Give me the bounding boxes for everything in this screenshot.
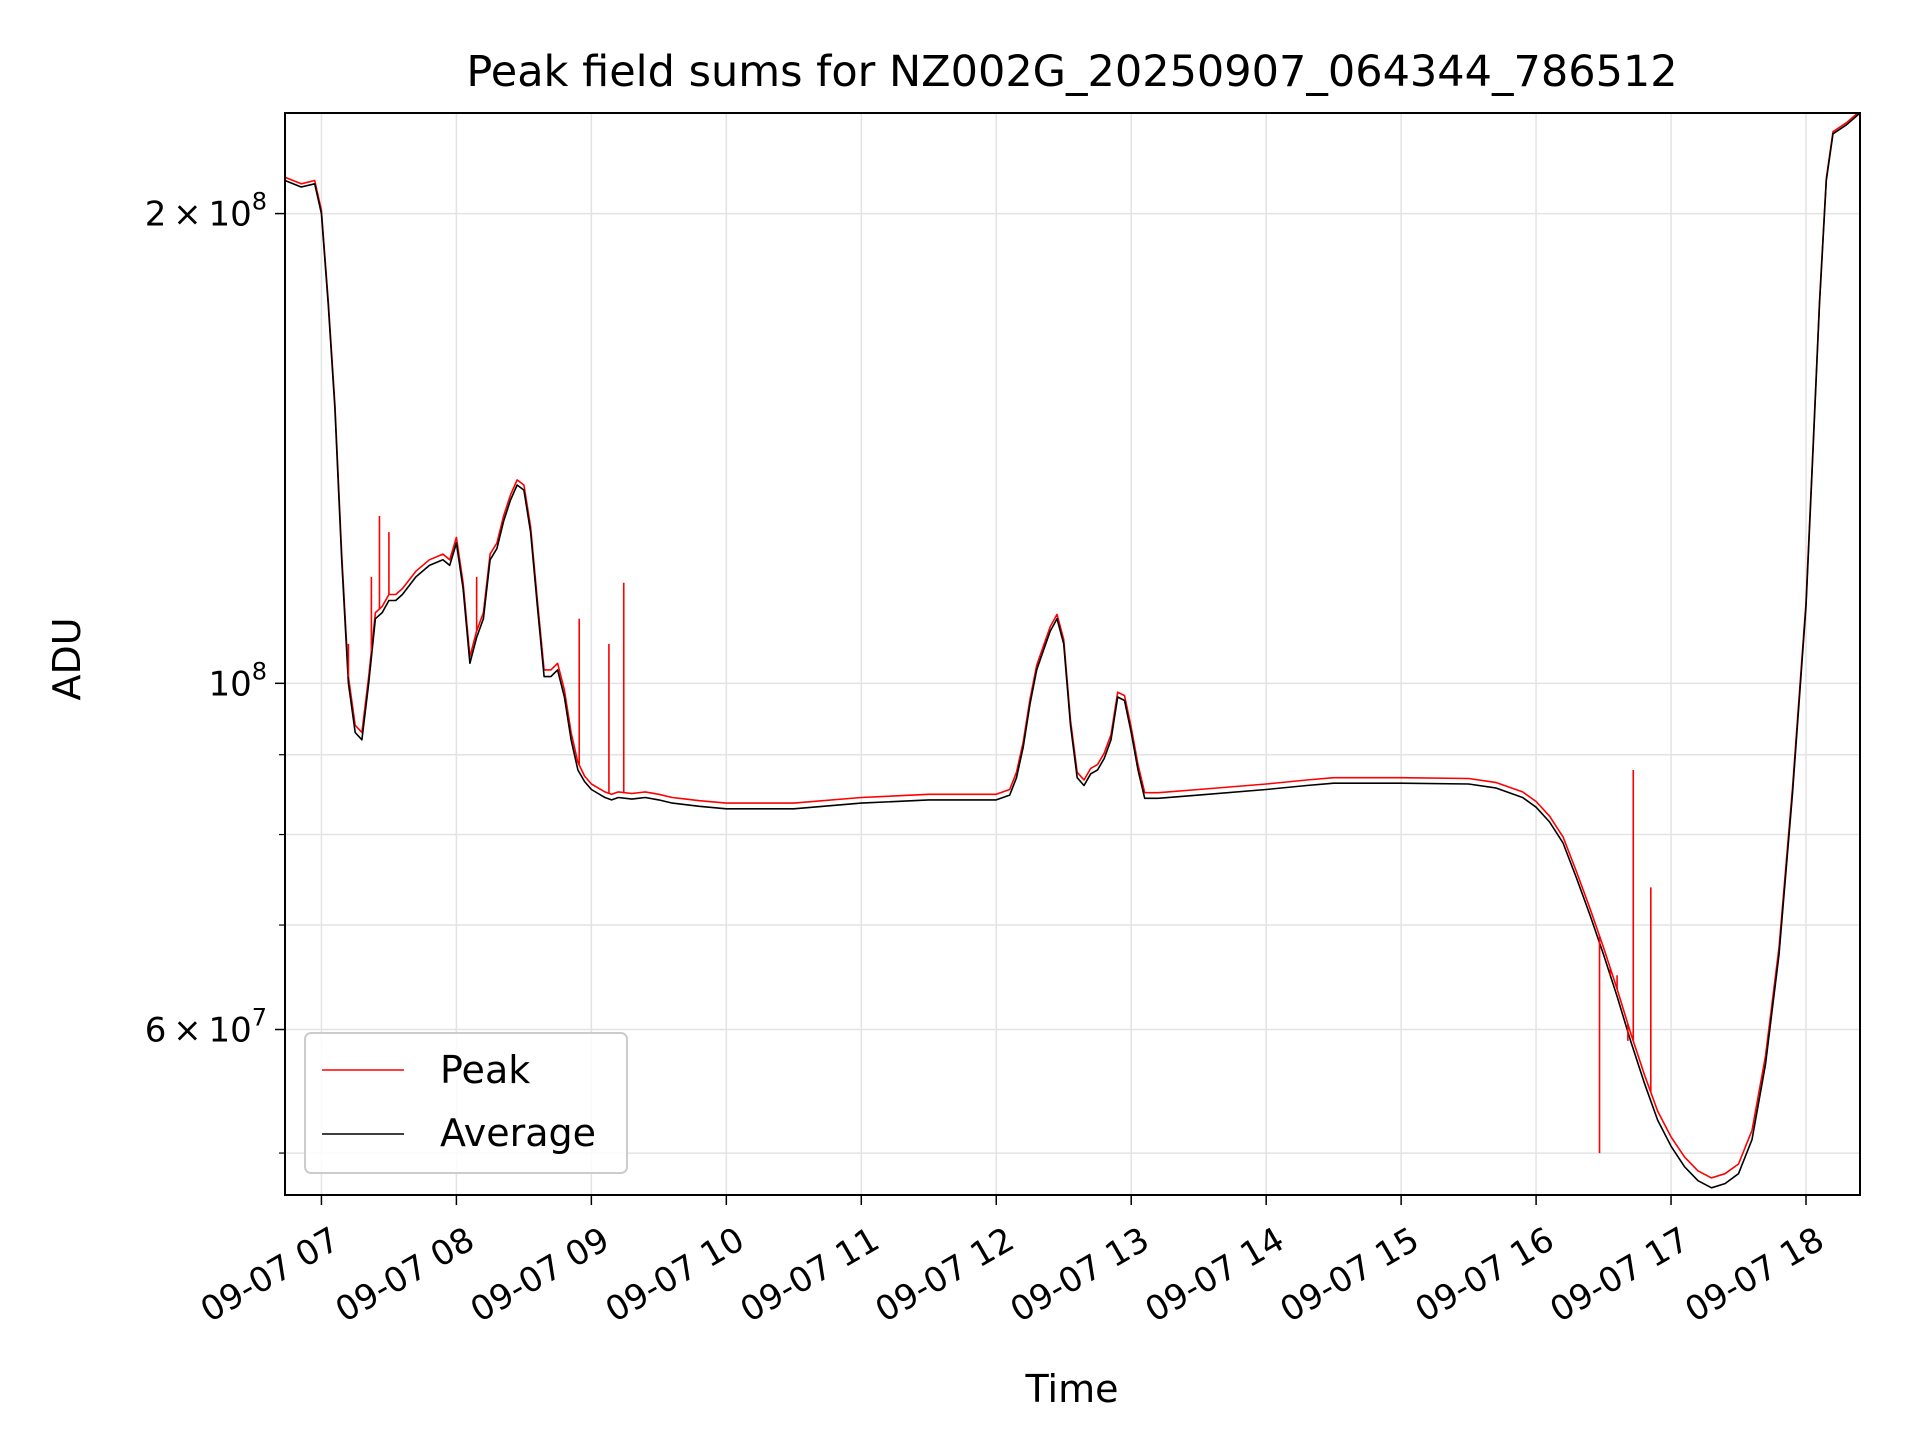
legend-label-peak: Peak <box>440 1048 530 1092</box>
grid <box>285 113 1860 1195</box>
legend-label-average: Average <box>440 1111 596 1155</box>
series-line-average <box>285 113 1860 1189</box>
y-tick-label: 6 × 107 <box>145 1004 267 1051</box>
legend: Peak Average <box>304 1032 628 1174</box>
chart-title: Peak field sums for NZ002G_20250907_0643… <box>466 47 1677 97</box>
series-layer <box>285 113 1860 1189</box>
plot-frame <box>284 112 1861 1196</box>
legend-box <box>304 1032 628 1174</box>
y-tick-label: 2 × 108 <box>145 188 267 235</box>
y-axis: 6 × 107 108 2 × 108 <box>145 188 285 1154</box>
x-axis-label: Time <box>1025 1367 1119 1411</box>
y-tick-label: 108 <box>208 657 267 704</box>
y-axis-label: ADU <box>45 617 89 700</box>
